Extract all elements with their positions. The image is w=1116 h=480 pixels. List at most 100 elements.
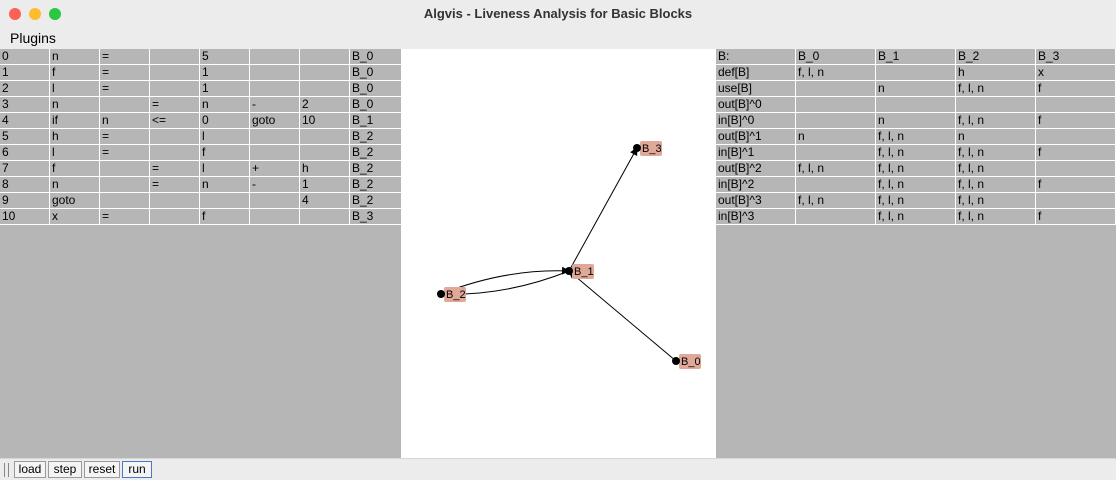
code-cell bbox=[150, 209, 200, 225]
liveness-cell: f, l, n bbox=[796, 65, 876, 81]
liveness-cell: f bbox=[1036, 81, 1116, 97]
liveness-cell: use[B] bbox=[716, 81, 796, 97]
liveness-cell: f bbox=[1036, 209, 1116, 225]
liveness-cell: out[B]^1 bbox=[716, 129, 796, 145]
liveness-cell: f bbox=[1036, 145, 1116, 161]
liveness-cell: def[B] bbox=[716, 65, 796, 81]
code-row: 0 n = 5 B_0 bbox=[0, 49, 401, 65]
code-row: 8 n = n -1 B_2 bbox=[0, 177, 401, 193]
code-cell: B_0 bbox=[352, 97, 374, 111]
code-cell: - bbox=[250, 177, 300, 193]
code-cell: x bbox=[50, 209, 100, 225]
liveness-cell: out[B]^2 bbox=[716, 161, 796, 177]
cfg-node-B_1[interactable]: B_1 bbox=[565, 264, 594, 279]
cfg-node-B_2[interactable]: B_2 bbox=[437, 287, 466, 302]
maximize-window-button[interactable] bbox=[49, 8, 61, 20]
menu-plugins[interactable]: Plugins bbox=[10, 30, 56, 46]
close-window-button[interactable] bbox=[9, 8, 21, 20]
liveness-cell: f bbox=[1036, 113, 1116, 129]
liveness-row: out[B]^3 f, l, n f, l, n f, l, n bbox=[716, 193, 1116, 209]
code-panel: 0 n = 5 B_0 1 f = 1 B_0 2 l = 1 B_0 3 n = n -2 B_0 4 if n <= 0 got… bbox=[0, 49, 401, 458]
code-cell: h bbox=[50, 129, 100, 145]
liveness-cell bbox=[1036, 129, 1116, 145]
liveness-cell bbox=[956, 97, 1036, 113]
code-cell: l bbox=[50, 81, 100, 97]
toolbar-grip-icon[interactable] bbox=[4, 463, 9, 477]
liveness-cell: n bbox=[796, 129, 876, 145]
liveness-cell bbox=[796, 97, 876, 113]
code-cell: n bbox=[200, 97, 250, 113]
liveness-cell: f, l, n bbox=[876, 209, 956, 225]
code-cell: - bbox=[250, 97, 300, 113]
code-cell: 7 bbox=[0, 161, 50, 177]
code-cell bbox=[250, 193, 300, 209]
code-cell: 2 bbox=[0, 81, 50, 97]
liveness-header-row: B: B_0 B_1 B_2 B_3 bbox=[716, 49, 1116, 65]
code-cell bbox=[300, 209, 350, 225]
code-cell: 9 bbox=[0, 193, 50, 209]
code-cell: f bbox=[200, 145, 250, 161]
liveness-cell: out[B]^3 bbox=[716, 193, 796, 209]
liveness-cell: n bbox=[956, 129, 1036, 145]
liveness-panel: B: B_0 B_1 B_2 B_3 def[B] f, l, n h x use[B] n f, l… bbox=[716, 49, 1116, 458]
liveness-cell: in[B]^2 bbox=[716, 177, 796, 193]
cfg-node-label: B_1 bbox=[574, 266, 594, 278]
code-cell bbox=[100, 177, 150, 193]
liveness-row: out[B]^2 f, l, n f, l, n f, l, n bbox=[716, 161, 1116, 177]
liveness-cell: h bbox=[956, 65, 1036, 81]
cfg-node-label: B_0 bbox=[681, 356, 701, 368]
code-cell: 2 bbox=[300, 97, 350, 113]
code-cell: n bbox=[50, 49, 100, 65]
code-cell: goto bbox=[50, 193, 100, 209]
liveness-cell: B_1 bbox=[876, 49, 956, 65]
liveness-cell: in[B]^0 bbox=[716, 113, 796, 129]
code-cell: = bbox=[150, 177, 200, 193]
liveness-cell: n bbox=[876, 81, 956, 97]
code-cell: goto bbox=[250, 113, 300, 129]
step-button[interactable]: step bbox=[48, 461, 82, 478]
liveness-cell: in[B]^3 bbox=[716, 209, 796, 225]
code-cell: h bbox=[300, 161, 350, 177]
window-title: Algvis - Liveness Analysis for Basic Blo… bbox=[423, 6, 693, 21]
code-cell: n bbox=[50, 177, 100, 193]
code-cell: n bbox=[100, 113, 150, 129]
code-cell bbox=[250, 209, 300, 225]
title-bar: Algvis - Liveness Analysis for Basic Blo… bbox=[0, 0, 1116, 28]
minimize-window-button[interactable] bbox=[29, 8, 41, 20]
code-cell: l bbox=[200, 161, 250, 177]
liveness-cell: f, l, n bbox=[956, 81, 1036, 97]
code-cell bbox=[300, 65, 350, 81]
code-cell: B_2 bbox=[352, 129, 374, 143]
load-button[interactable]: load bbox=[14, 461, 46, 478]
liveness-cell bbox=[1036, 97, 1116, 113]
code-cell bbox=[250, 81, 300, 97]
liveness-cell: f, l, n bbox=[956, 161, 1036, 177]
liveness-cell: f, l, n bbox=[876, 145, 956, 161]
cfg-graph: B_0 B_1 B_2 B_3 bbox=[437, 141, 701, 369]
run-button[interactable]: run bbox=[122, 461, 152, 478]
cfg-node-label: B_3 bbox=[642, 143, 662, 155]
code-cell: 1 bbox=[200, 65, 250, 81]
code-cell: B_0 bbox=[352, 81, 374, 95]
liveness-row: out[B]^0 bbox=[716, 97, 1116, 113]
code-cell: f bbox=[50, 65, 100, 81]
liveness-cell bbox=[796, 145, 876, 161]
liveness-cell: out[B]^0 bbox=[716, 97, 796, 113]
code-cell bbox=[100, 97, 150, 113]
code-cell: = bbox=[100, 81, 150, 97]
cfg-node-B_3[interactable]: B_3 bbox=[633, 141, 662, 156]
code-cell: B_0 bbox=[352, 65, 374, 79]
code-cell: <= bbox=[150, 113, 200, 129]
code-table: 0 n = 5 B_0 1 f = 1 B_0 2 l = 1 B_0 3 n = n -2 B_0 4 if n <= 0 got… bbox=[0, 49, 401, 225]
cfg-node-B_0[interactable]: B_0 bbox=[672, 354, 701, 369]
code-cell bbox=[250, 65, 300, 81]
code-cell: B_2 bbox=[352, 177, 374, 191]
code-cell: f bbox=[50, 161, 100, 177]
code-cell: B_2 bbox=[352, 161, 374, 175]
code-row: 9 goto 4 B_2 bbox=[0, 193, 401, 209]
code-cell: 10 bbox=[300, 113, 350, 129]
reset-button[interactable]: reset bbox=[84, 461, 120, 478]
liveness-cell: B_2 bbox=[956, 49, 1036, 65]
liveness-cell bbox=[796, 177, 876, 193]
